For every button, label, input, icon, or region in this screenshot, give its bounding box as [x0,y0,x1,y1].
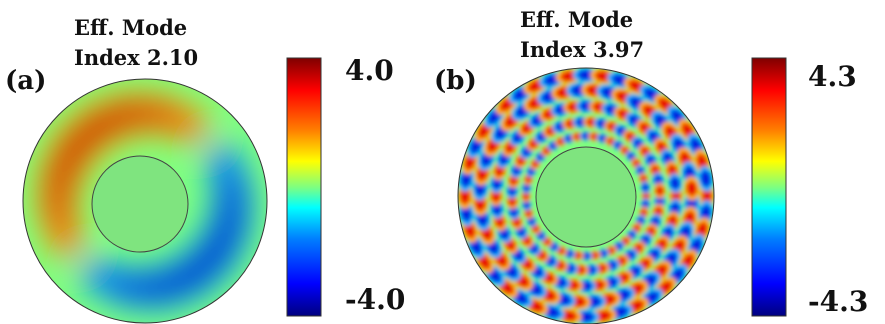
negative-lobe [118,276,145,300]
positive-lobe [50,221,80,254]
panel-a-core [91,155,189,253]
negative-lobe [221,181,245,209]
positive-lobe [560,71,577,82]
negative-lobe [579,101,593,111]
negative-lobe [642,200,649,209]
positive-lobe [45,193,69,221]
negative-lobe [565,135,574,142]
positive-lobe [491,189,501,203]
negative-lobe [461,205,472,222]
negative-lobe [670,177,680,190]
positive-lobe [525,208,532,217]
panel-a-title-line2: Index 2.10 [74,45,199,70]
negative-lobe [206,245,224,263]
positive-lobe [702,187,712,205]
positive-lobe [595,71,612,82]
negative-lobe [700,205,711,222]
positive-lobe [655,185,664,196]
negative-lobe [523,200,530,209]
panel-b-title-line2: Index 3.97 [520,37,645,62]
positive-lobe [671,189,681,203]
negative-lobe [86,263,118,293]
positive-lobe [66,139,84,157]
positive-lobe [567,102,580,112]
panel-a-colorbar-max: 4.0 [345,54,394,87]
negative-lobe [492,202,502,215]
panel-a-label: (a) [5,66,47,96]
negative-lobe [154,279,172,295]
panel-b-title-line1: Eff. Mode [520,7,634,32]
panel-b-label: (b) [434,66,477,96]
negative-lobe [598,250,607,257]
negative-lobe [655,196,664,207]
panel-a-colorbar [286,57,322,317]
panel-a-title-line1: Eff. Mode [74,15,188,40]
positive-lobe [560,310,577,321]
positive-lobe [145,102,172,126]
negative-lobe [183,267,201,284]
negative-lobe [579,281,593,291]
positive-lobe [53,167,68,185]
negative-lobe [654,175,663,186]
positive-lobe [573,252,582,259]
negative-lobe [586,265,597,274]
negative-lobe [509,206,518,217]
negative-lobe [222,217,237,235]
positive-lobe [460,187,470,205]
positive-lobe [595,310,612,321]
negative-lobe [210,148,240,181]
positive-lobe [686,180,697,197]
positive-lobe [575,265,586,274]
negative-lobe [577,70,595,80]
negative-lobe [523,183,530,192]
positive-lobe [590,252,599,259]
negative-lobe [461,170,472,187]
negative-lobe [577,312,595,322]
positive-lobe [586,118,597,127]
positive-lobe [172,109,204,139]
positive-lobe [640,175,647,184]
positive-lobe [89,118,107,135]
negative-lobe [700,170,711,187]
panel-b-core [535,146,637,248]
positive-lobe [573,133,582,140]
positive-lobe [596,264,607,273]
panel-a-colorbar-min: -4.0 [345,283,406,316]
positive-lobe [590,133,599,140]
panel-b-colorbar-min: -4.3 [808,285,869,318]
negative-lobe [582,252,590,260]
negative-lobe [642,183,649,192]
positive-lobe [522,192,530,200]
positive-lobe [592,280,605,290]
panel-b-colorbar-max: 4.3 [808,60,857,93]
positive-lobe [118,107,136,123]
panel-a-mode-plot [22,78,268,324]
positive-lobe [508,196,517,207]
panel-b-colorbar [751,57,787,317]
panel-b-mode-plot [457,67,715,324]
positive-lobe [565,119,576,128]
positive-lobe [642,192,650,200]
negative-lobe [575,118,586,127]
negative-lobe [508,185,517,196]
negative-lobe [582,132,590,140]
